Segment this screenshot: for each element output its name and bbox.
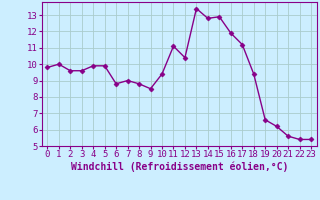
X-axis label: Windchill (Refroidissement éolien,°C): Windchill (Refroidissement éolien,°C) xyxy=(70,162,288,172)
